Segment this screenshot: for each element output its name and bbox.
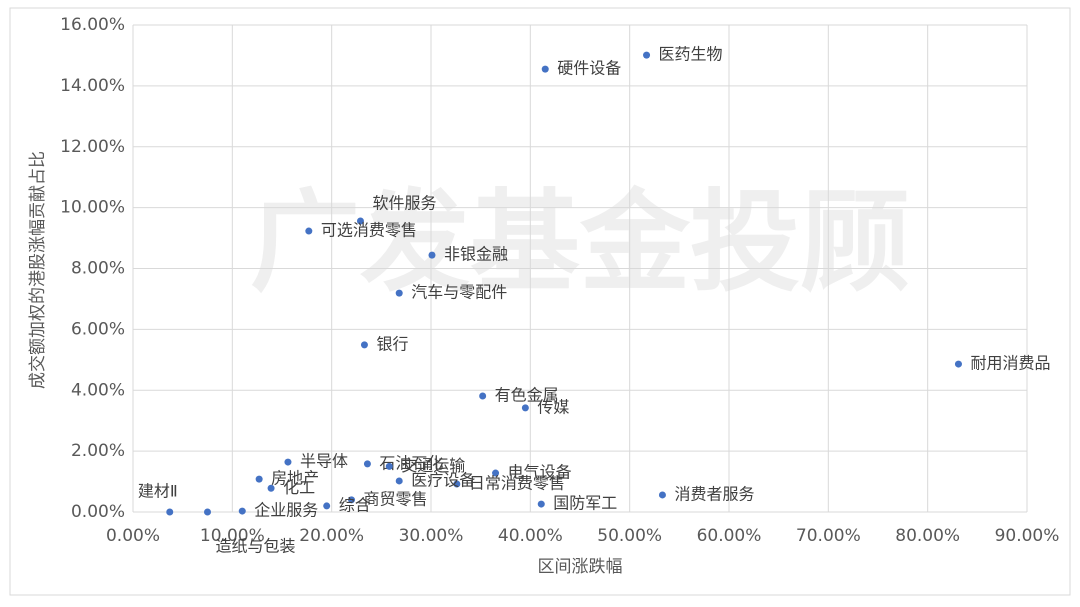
point bbox=[267, 484, 275, 492]
x-tick-label: 10.00% bbox=[200, 526, 265, 546]
x-tick-label: 70.00% bbox=[796, 526, 861, 546]
watermark: 广发基金投顾 bbox=[250, 178, 910, 306]
point-label: 石油石化 bbox=[379, 453, 443, 472]
y-tick-label: 8.00% bbox=[71, 259, 125, 279]
point-label: 传媒 bbox=[537, 397, 569, 416]
x-tick-label: 50.00% bbox=[597, 526, 662, 546]
point bbox=[204, 508, 211, 516]
y-tick-label: 16.00% bbox=[60, 15, 125, 35]
point bbox=[323, 502, 331, 510]
point-label: 建材Ⅱ bbox=[138, 482, 178, 501]
x-axis-title: 区间涨跌幅 bbox=[538, 557, 623, 577]
point bbox=[479, 392, 487, 400]
point bbox=[395, 289, 403, 297]
y-axis-title: 成交额加权的港股涨幅贡献占比 bbox=[28, 151, 48, 389]
y-tick-label: 6.00% bbox=[71, 319, 125, 339]
point-label: 非银金融 bbox=[444, 245, 508, 264]
point bbox=[537, 500, 545, 508]
chart-frame bbox=[9, 7, 1071, 596]
point bbox=[363, 460, 371, 468]
point-label: 银行 bbox=[376, 334, 408, 353]
point-label: 半导体 bbox=[300, 452, 348, 471]
point-label: 软件服务 bbox=[372, 194, 436, 213]
point-label: 耐用消费品 bbox=[970, 354, 1050, 373]
point-label: 国防军工 bbox=[553, 494, 617, 513]
point bbox=[453, 480, 461, 488]
x-tick-label: 20.00% bbox=[299, 526, 364, 546]
point bbox=[521, 404, 529, 412]
point-label: 商贸零售 bbox=[364, 489, 428, 508]
point-label: 造纸与包装 bbox=[216, 537, 296, 556]
point-label: 日常消费零售 bbox=[469, 473, 565, 492]
point-label: 房地产 bbox=[271, 469, 319, 488]
point-label: 可选消费零售 bbox=[321, 221, 417, 240]
y-tick-label: 4.00% bbox=[71, 380, 125, 400]
point bbox=[284, 458, 292, 466]
point bbox=[643, 51, 651, 59]
point bbox=[658, 491, 666, 499]
point bbox=[541, 65, 549, 73]
x-tick-label: 80.00% bbox=[895, 526, 960, 546]
point-label: 综合 bbox=[339, 495, 371, 514]
x-tick-label: 60.00% bbox=[697, 526, 762, 546]
point bbox=[385, 462, 393, 470]
x-tick-label: 0.00% bbox=[106, 526, 160, 546]
point-label: 汽车与零配件 bbox=[411, 283, 507, 302]
x-tick-label: 40.00% bbox=[498, 526, 563, 546]
point bbox=[238, 507, 246, 515]
y-tick-label: 10.00% bbox=[60, 198, 125, 218]
point bbox=[348, 496, 356, 504]
point-label: 医药生物 bbox=[659, 45, 723, 64]
y-tick-label: 14.00% bbox=[60, 76, 125, 96]
point-label: 消费者服务 bbox=[674, 484, 754, 503]
point bbox=[356, 217, 364, 225]
point bbox=[395, 477, 403, 485]
point-label: 企业服务 bbox=[254, 501, 318, 520]
x-tick-label: 90.00% bbox=[995, 526, 1060, 546]
point-label: 电气设备 bbox=[508, 463, 572, 482]
y-tick-label: 12.00% bbox=[60, 137, 125, 157]
y-tick-label: 0.00% bbox=[71, 502, 125, 522]
point bbox=[255, 475, 263, 483]
point bbox=[305, 227, 313, 235]
y-tick-label: 2.00% bbox=[71, 441, 125, 461]
point-label: 有色金属 bbox=[495, 386, 559, 405]
point-label: 硬件设备 bbox=[557, 59, 621, 78]
x-tick-label: 30.00% bbox=[399, 526, 464, 546]
point bbox=[492, 469, 500, 477]
point bbox=[360, 341, 368, 349]
point-label: 交通运输 bbox=[401, 456, 465, 475]
point-label: 医疗设备 bbox=[411, 470, 475, 489]
point-label: 化工 bbox=[283, 478, 315, 497]
point bbox=[166, 508, 174, 516]
point bbox=[428, 251, 436, 259]
point bbox=[954, 360, 962, 368]
